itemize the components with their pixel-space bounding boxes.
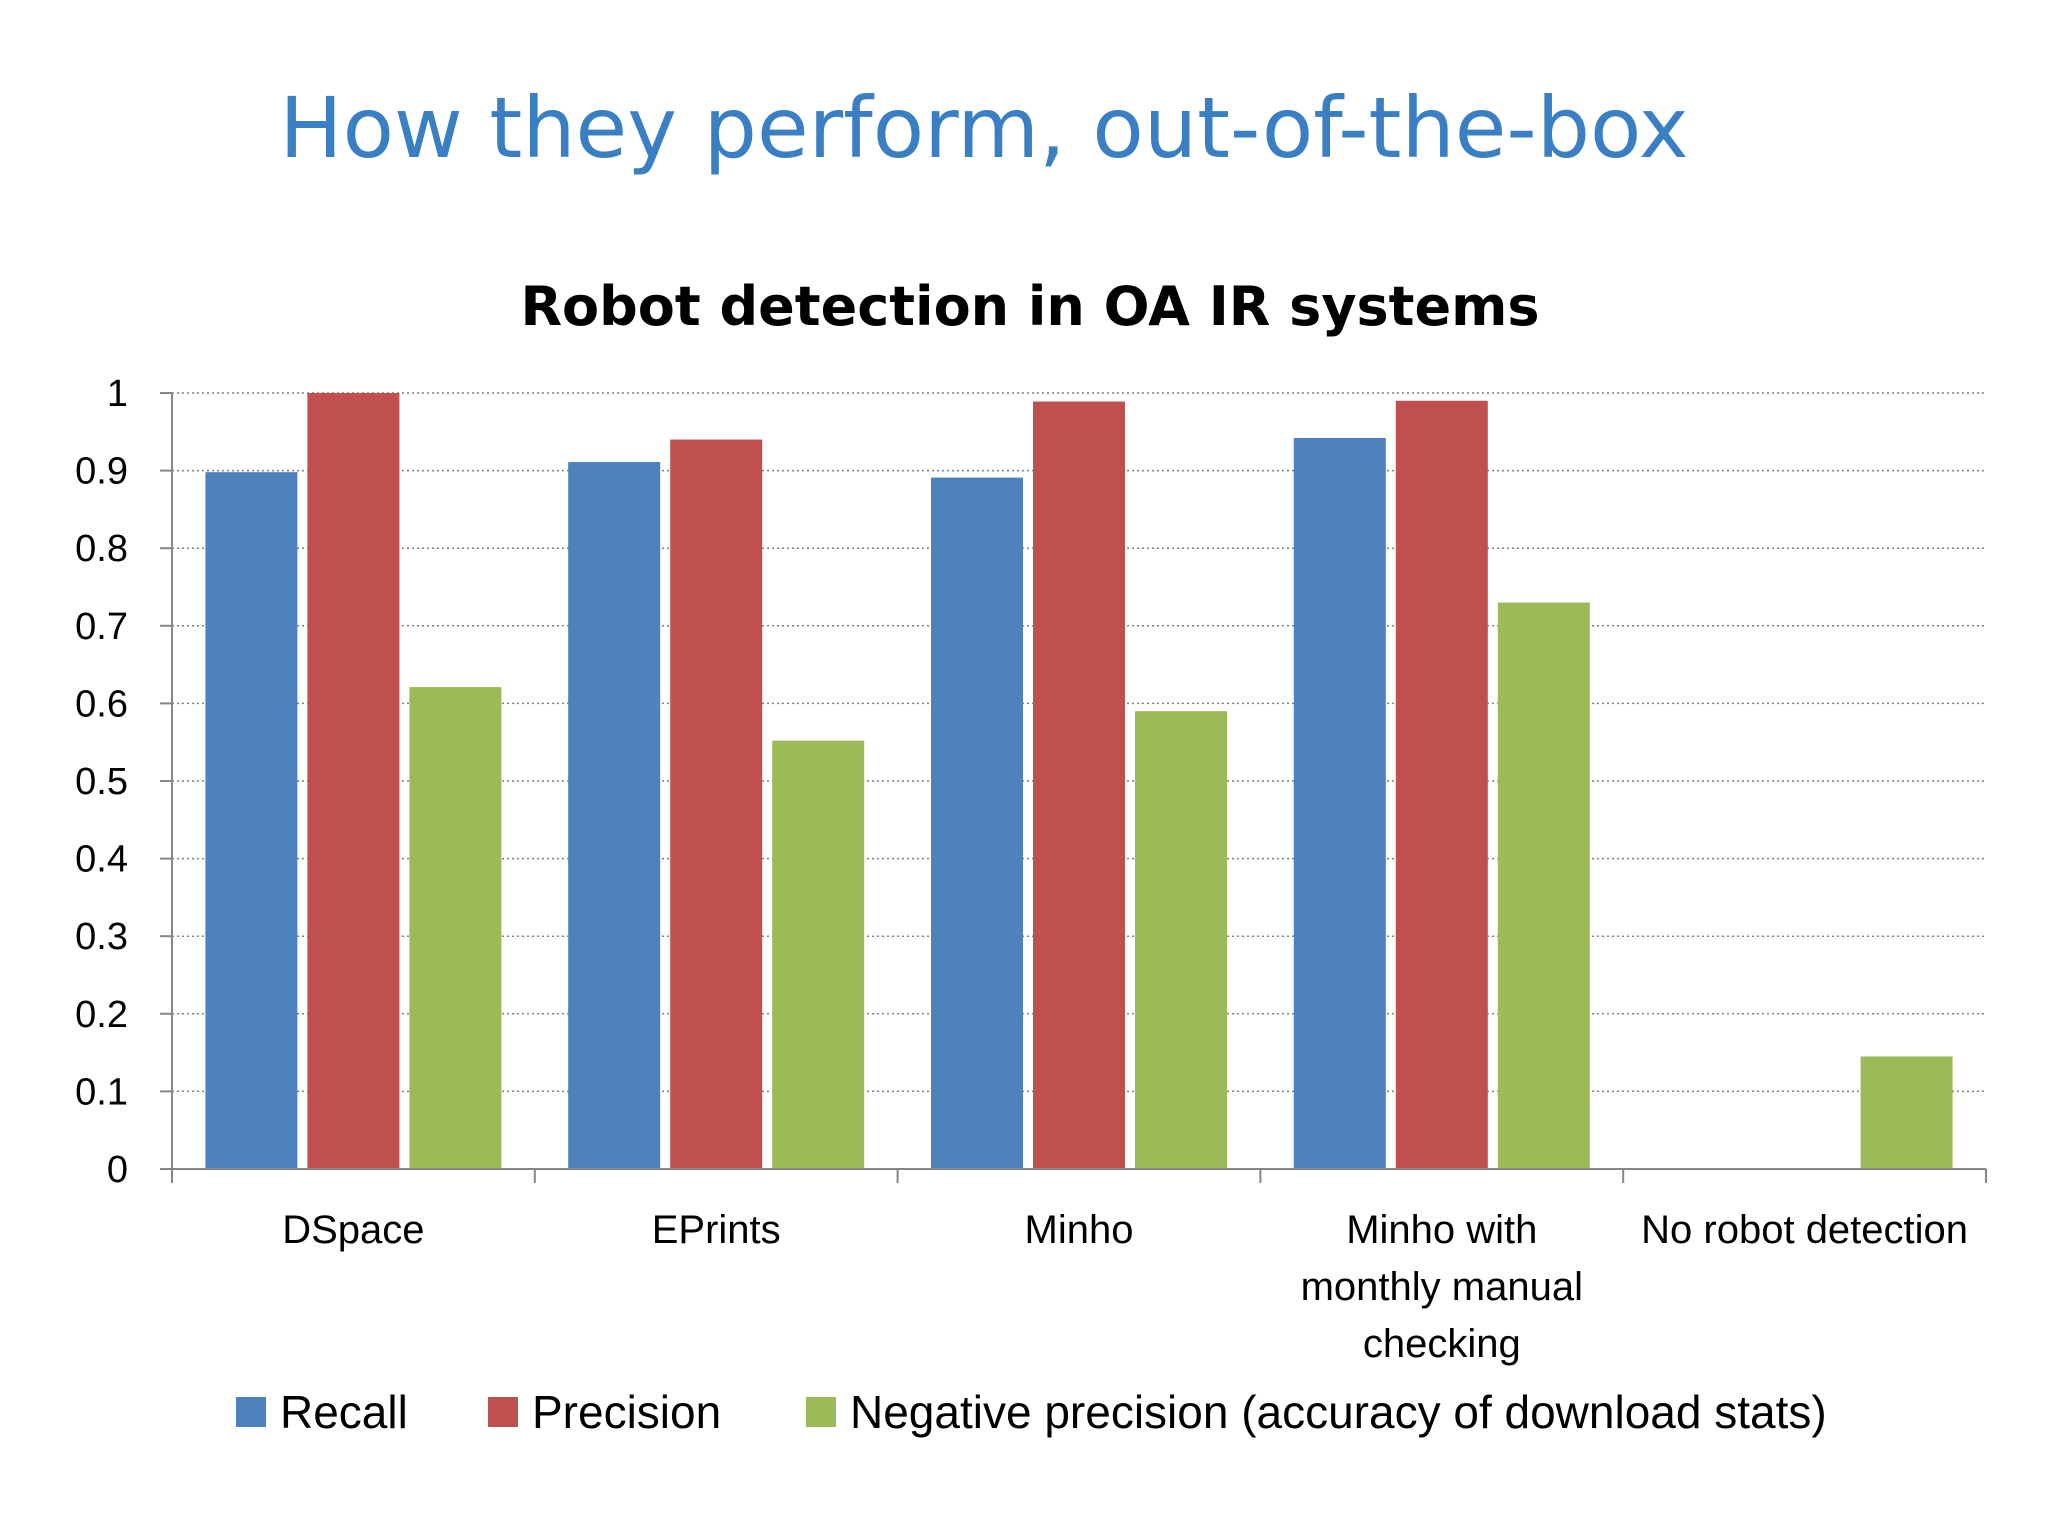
legend-label: Precision xyxy=(532,1386,721,1438)
x-category-labels: DSpace EPrints Minho Minho with monthly manu… xyxy=(282,1208,1968,1366)
legend-label: Negative precision (accuracy of download… xyxy=(850,1386,1827,1438)
bar-recall-2 xyxy=(931,477,1023,1170)
y-tick-label: 0 xyxy=(107,1149,128,1191)
y-tick-label: 0.3 xyxy=(75,916,128,958)
x-category-label: DSpace xyxy=(282,1208,424,1252)
bar-precision-0 xyxy=(307,393,400,1169)
y-tick-label: 0.7 xyxy=(75,606,128,648)
x-category-label: Minho xyxy=(1025,1208,1134,1252)
bar-negative-2 xyxy=(1135,711,1227,1169)
x-category-label: EPrints xyxy=(652,1208,781,1252)
y-tick-label: 0.2 xyxy=(75,994,128,1036)
bars xyxy=(205,393,1953,1170)
y-tick-label: 0.6 xyxy=(75,683,128,725)
x-category-label: Minho with monthly manual checking xyxy=(1301,1208,1583,1366)
bar-negative-0 xyxy=(409,687,502,1169)
y-tick-label: 0.8 xyxy=(75,528,128,570)
bar-precision-2 xyxy=(1033,401,1125,1169)
bar-negative-3 xyxy=(1497,602,1590,1169)
axes xyxy=(160,392,1987,1183)
bar-precision-3 xyxy=(1395,400,1488,1169)
bar-precision-1 xyxy=(670,439,763,1169)
bar-negative-4 xyxy=(1860,1056,1953,1169)
y-tick-label: 1 xyxy=(107,373,128,415)
legend-swatch xyxy=(236,1397,266,1427)
chart-title: Robot detection in OA IR systems xyxy=(520,275,1539,338)
y-tick-label: 0.9 xyxy=(75,451,128,493)
legend-swatch xyxy=(806,1397,836,1427)
y-tick-label: 0.5 xyxy=(75,761,128,803)
legend-label: Recall xyxy=(280,1386,408,1438)
y-tick-label: 0.4 xyxy=(75,839,128,881)
legend: Recall Precision Negative precision (accur… xyxy=(236,1386,1827,1438)
bar-negative-1 xyxy=(772,740,865,1169)
bar-recall-0 xyxy=(205,472,298,1170)
y-tick-label: 0.1 xyxy=(75,1071,128,1113)
bar-recall-1 xyxy=(568,462,661,1170)
slide-title: How they perform, out-of-the-box xyxy=(279,79,1689,177)
x-category-label: No robot detection xyxy=(1641,1208,1968,1252)
legend-swatch xyxy=(488,1397,518,1427)
bar-recall-3 xyxy=(1293,438,1386,1169)
y-tick-labels: 0 0.1 0.2 0.3 0.4 0.5 0.6 0.7 0.8 0.9 1 xyxy=(75,373,128,1191)
